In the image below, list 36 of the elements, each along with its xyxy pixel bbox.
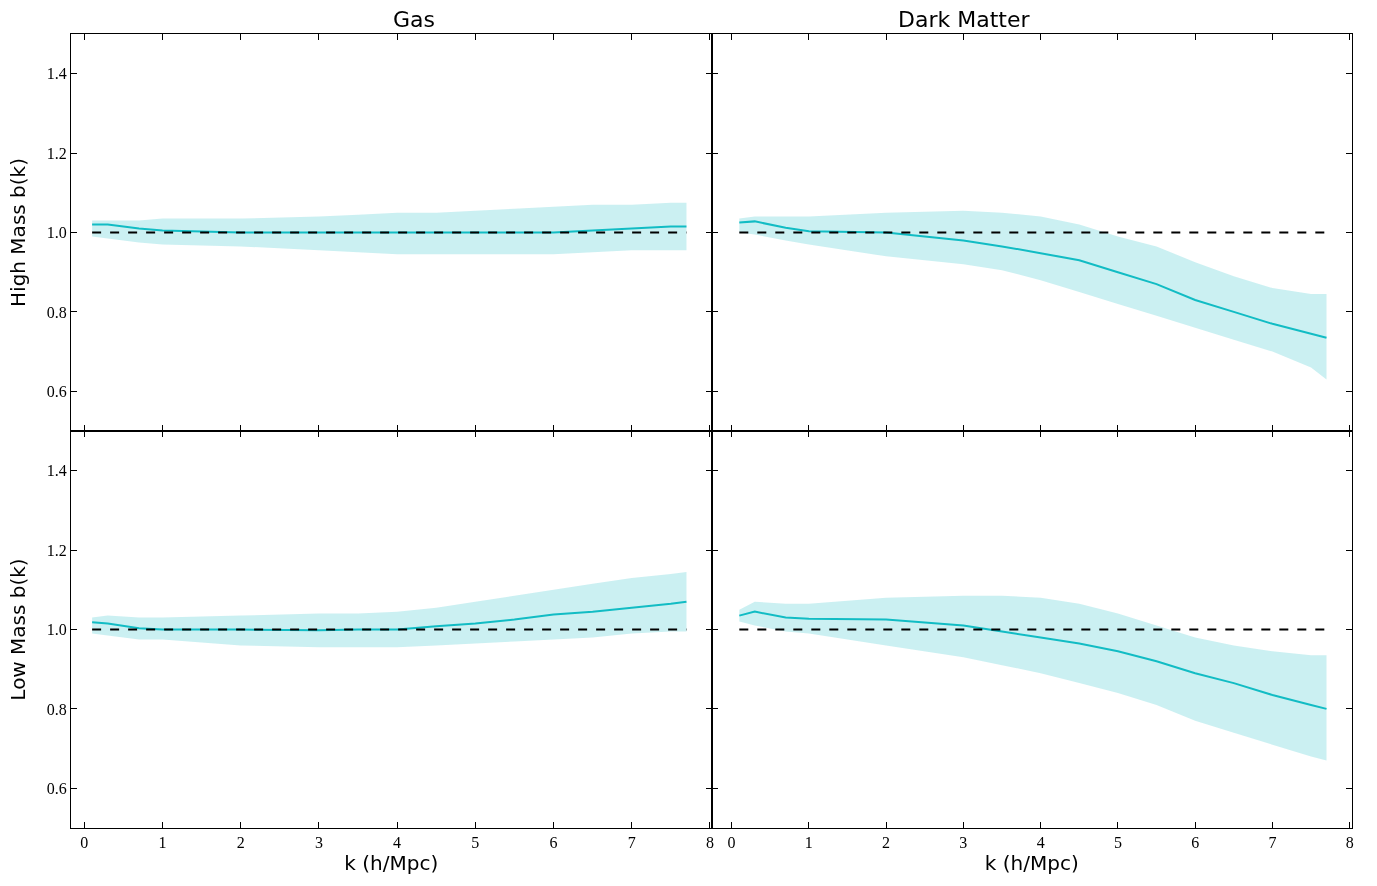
chart-title: Gas (393, 7, 435, 32)
x-tick-label: 5 (471, 834, 480, 852)
x-tick-label: 7 (627, 834, 636, 852)
chart-title: Dark Matter (898, 7, 1031, 32)
y-tick-label: 1.0 (46, 621, 67, 639)
x-tick-label: 4 (1036, 834, 1045, 852)
y-tick-label: 0.6 (46, 382, 67, 400)
x-tick-label: 8 (1345, 834, 1354, 852)
x-tick-label: 5 (1113, 834, 1122, 852)
x-tick-label: 3 (959, 834, 968, 852)
line-series (91, 600, 688, 632)
y-tick-label: 1.2 (46, 144, 67, 162)
x-tick-label: 0 (727, 834, 736, 852)
x-tick-label: 1 (158, 834, 167, 852)
x-tick-label: 3 (314, 834, 323, 852)
x-axis-title: k (h/Mpc) (984, 851, 1079, 876)
y-tick-label: 1.0 (46, 224, 67, 242)
y-tick-label: 1.2 (46, 541, 67, 559)
x-tick-label: 6 (1191, 834, 1200, 852)
y-axis-title: Low Mass b(k) (6, 558, 31, 701)
y-tick-label: 1.4 (46, 65, 67, 83)
x-tick-label: 4 (393, 834, 402, 852)
x-tick-label: 0 (80, 834, 89, 852)
line-series (91, 223, 688, 234)
x-tick-label: 1 (804, 834, 813, 852)
x-tick-label: 6 (549, 834, 558, 852)
x-tick-label: 7 (1268, 834, 1277, 852)
y-axis-title: High Mass b(k) (6, 158, 31, 307)
x-tick-label: 8 (705, 834, 714, 852)
y-tick-label: 0.8 (46, 303, 67, 321)
x-tick-label: 2 (882, 834, 891, 852)
y-tick-label: 0.6 (46, 779, 67, 797)
y-tick-label: 0.8 (46, 700, 67, 718)
x-tick-label: 2 (236, 834, 245, 852)
y-tick-label: 1.4 (46, 462, 67, 480)
x-axis-title: k (h/Mpc) (344, 851, 439, 876)
